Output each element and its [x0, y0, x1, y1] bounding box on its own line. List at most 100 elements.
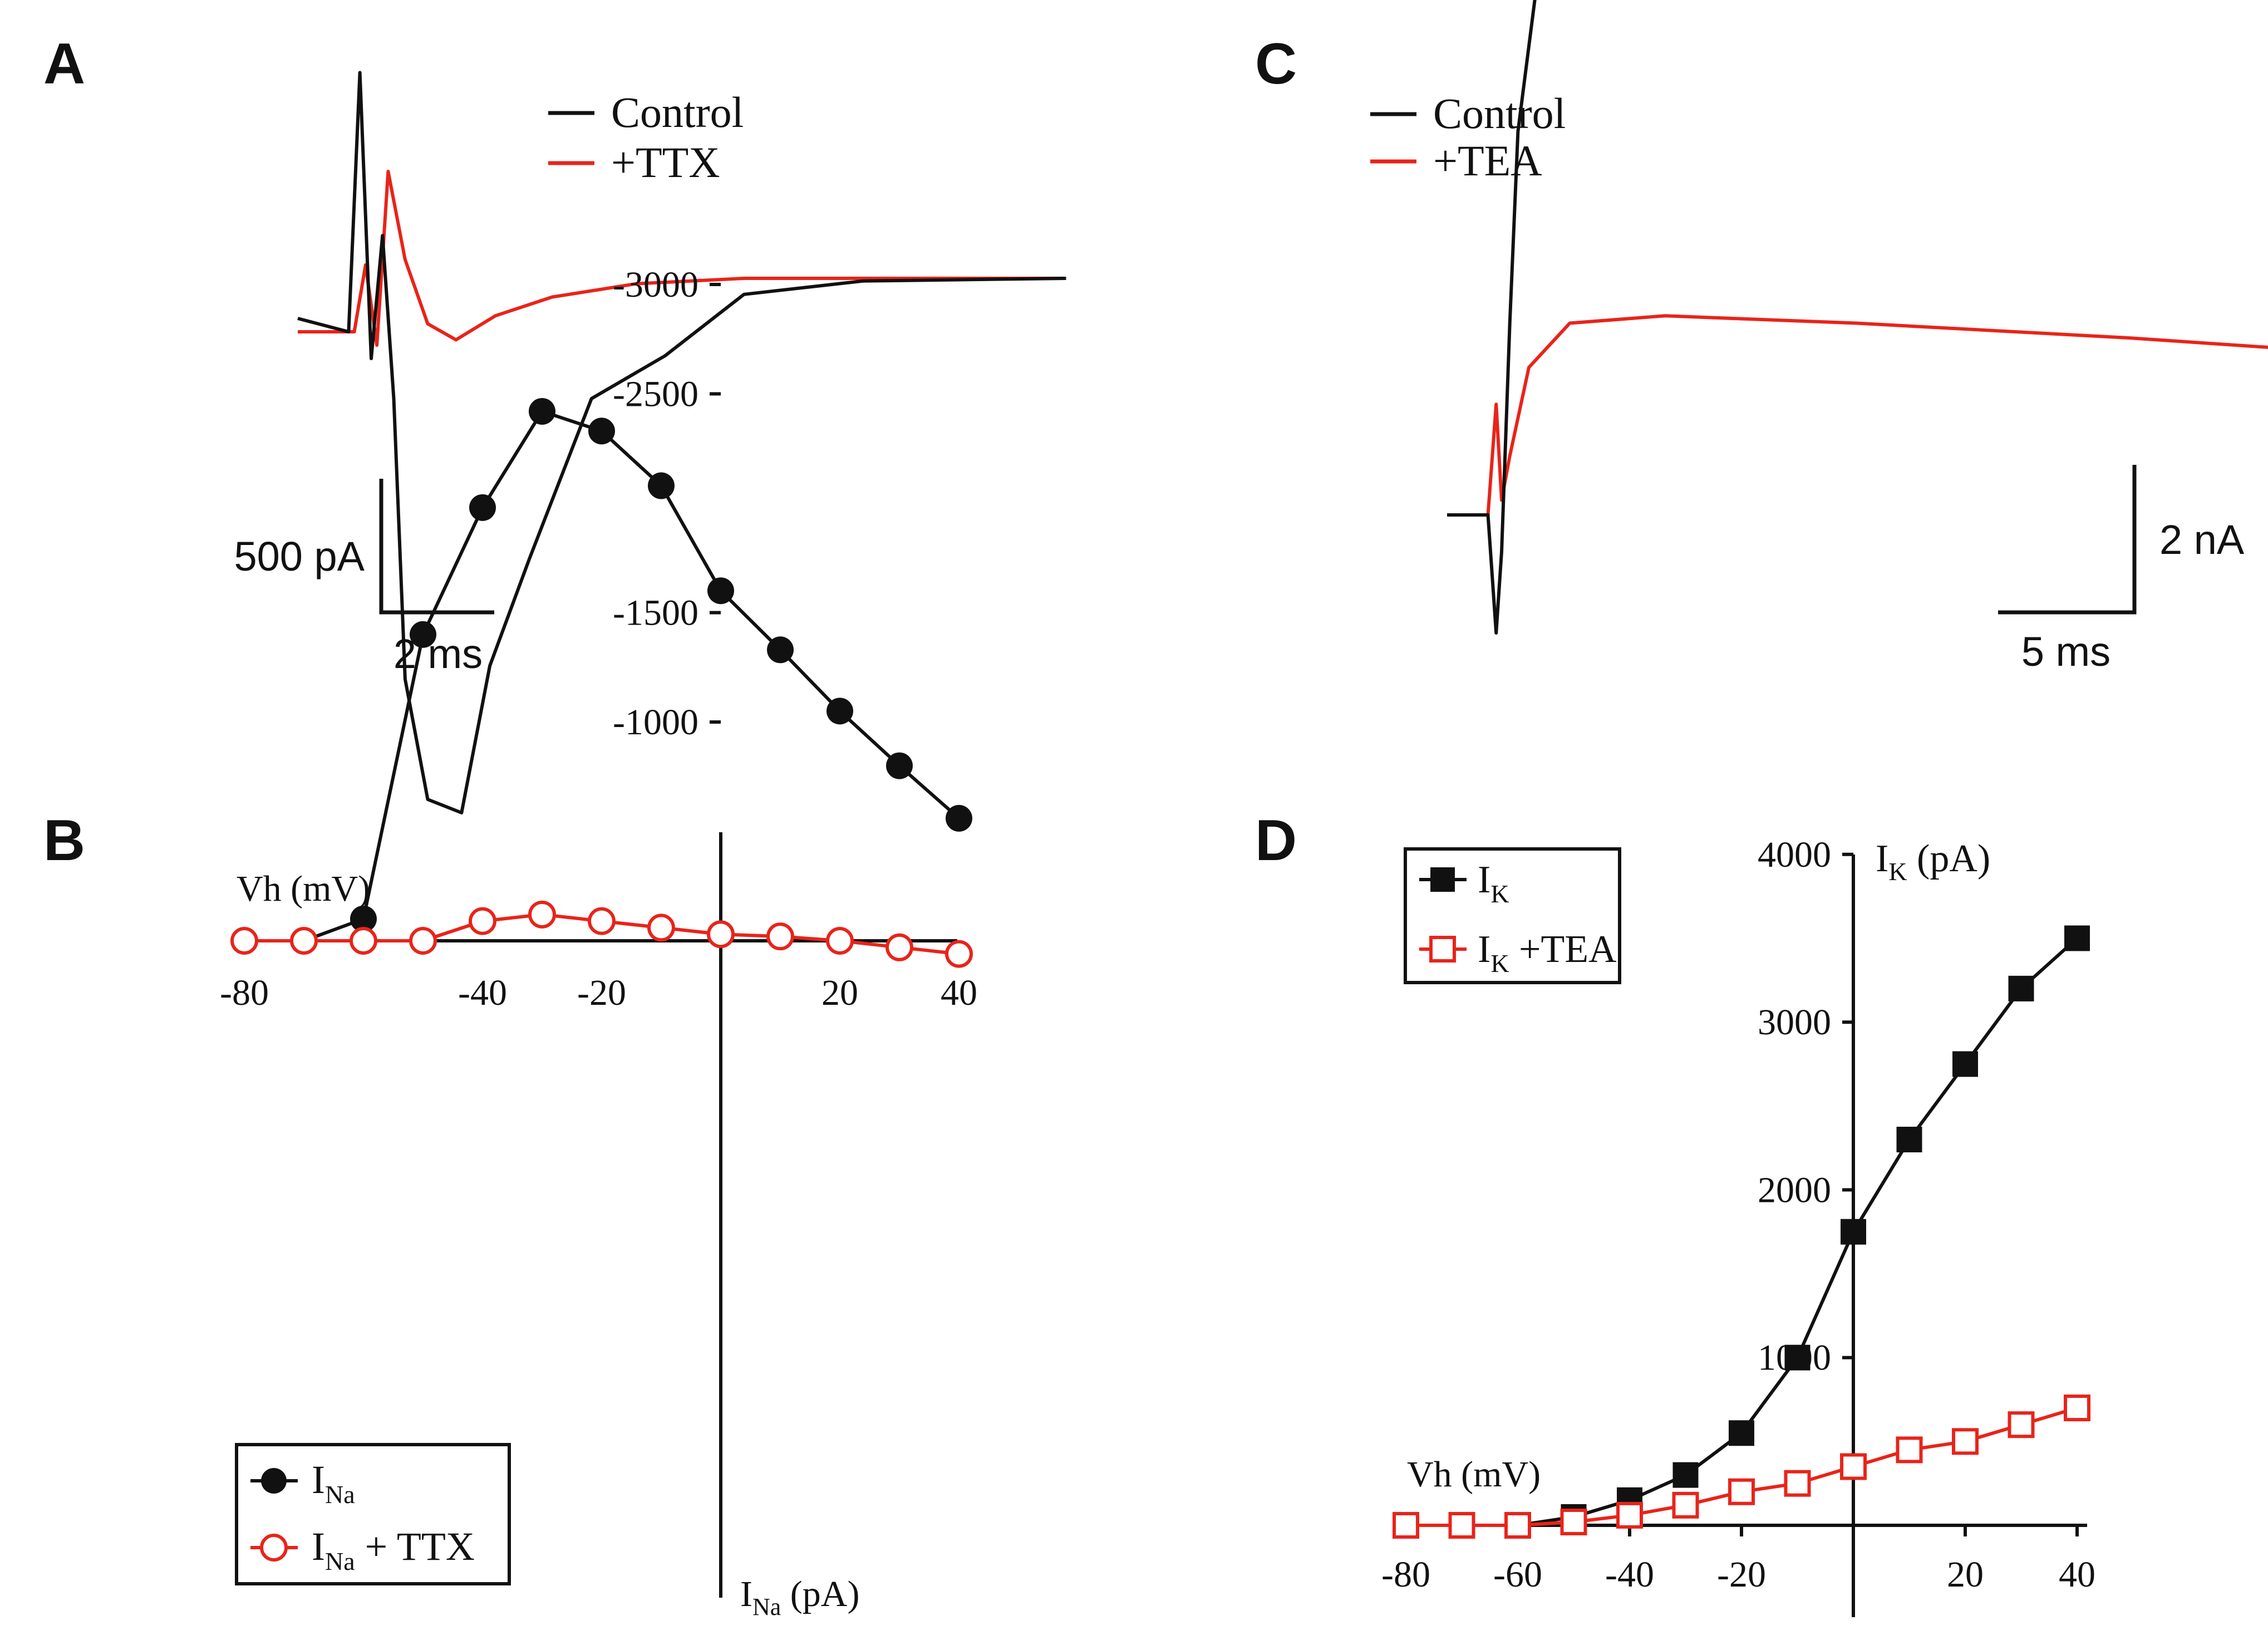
data-point-b [886, 752, 913, 779]
data-point-b [588, 907, 616, 935]
data-point-b [529, 397, 555, 425]
series-d-ik-tea [1393, 1395, 2090, 1539]
x-tick-label-b: -80 [220, 973, 269, 1013]
y-tick-label-b: -1500 [613, 593, 698, 634]
data-point-b [290, 927, 318, 955]
data-point-d [2064, 925, 2090, 951]
legend-label-d-tea: IK +TEA [1478, 928, 1617, 978]
legend-marker-b-ina [261, 1468, 287, 1494]
data-point-b [469, 494, 496, 521]
data-point-b [409, 927, 437, 955]
data-point-b [707, 920, 735, 949]
x-tick-label-d: 20 [1947, 1554, 1984, 1595]
data-point-b [885, 933, 913, 961]
data-point-b [647, 914, 675, 942]
data-point-d [1672, 1491, 1699, 1519]
trace-a-control [297, 71, 1066, 814]
data-point-d [1784, 1470, 1811, 1497]
data-point-b [648, 472, 675, 499]
x-axis-label-b: Vh (mV) [237, 868, 370, 909]
panel-b: B Vh (mV) -80 -40 -20 20 40 -1000 -1500 -2500 -3… [43, 264, 977, 1621]
data-point-d [1504, 1512, 1531, 1539]
data-point-d [1896, 1436, 1923, 1464]
data-point-b [588, 418, 615, 445]
x-tick-label-b: -40 [458, 973, 507, 1013]
data-point-d [1728, 1478, 1755, 1505]
data-point-b [826, 698, 853, 725]
scale-label-y-c: 2 nA [2159, 517, 2245, 563]
data-point-d [1841, 1219, 1866, 1245]
data-point-d [1896, 1127, 1922, 1153]
data-point-d [1952, 1428, 1979, 1455]
legend-label-b-ina: INa [312, 1457, 355, 1509]
panel-letter-c: C [1255, 32, 1297, 96]
legend-label-ttx-a: +TTX [611, 138, 720, 186]
data-point-d [2008, 1411, 2035, 1438]
scale-bar-a [379, 479, 494, 615]
panel-c: C Control +TEA 2 nA 5 ms [1255, 0, 2268, 675]
x-tick-label-d: -20 [1717, 1554, 1766, 1595]
data-point-b [350, 927, 377, 955]
y-tick-label-b: -1000 [613, 702, 698, 743]
scale-label-x-c: 5 ms [2021, 628, 2110, 675]
legend-marker-d-tea [1429, 936, 1456, 963]
x-tick-label-b: -20 [577, 973, 626, 1013]
scale-label-x-a: 2 ms [393, 631, 483, 677]
series-d-ik [1393, 925, 2090, 1538]
data-point-b [230, 927, 258, 955]
data-point-d [1729, 1420, 1754, 1446]
data-point-d [1840, 1453, 1867, 1480]
panel-d: D -80-60-40-2020401000200030004000 IK (p… [1255, 808, 2095, 1617]
y-tick-label-d: 3000 [1758, 1002, 1831, 1043]
y-tick-label-d: 4000 [1758, 834, 1831, 875]
data-point-d [2064, 1395, 2090, 1422]
trace-c-control [1447, 0, 1537, 635]
data-point-d [1952, 1051, 1978, 1077]
legend-box-b [235, 1443, 511, 1585]
y-tick-label-b: -3000 [613, 264, 698, 305]
legend-marker-b-ttx [260, 1534, 288, 1562]
x-tick-label-b: 20 [821, 973, 858, 1013]
panel-a: A Control +TTX 500 pA 2 ms [43, 32, 1066, 814]
trace-a-ttx [298, 170, 1066, 347]
data-point-b [410, 621, 436, 648]
data-point-d [2008, 975, 2034, 1001]
data-point-d [1784, 1344, 1811, 1371]
trace-c-tea [1447, 314, 2268, 517]
x-tick-label-d: -60 [1493, 1554, 1542, 1595]
panel-letter-d: D [1255, 808, 1297, 873]
x-tick-label-d: 40 [2059, 1554, 2095, 1595]
legend-label-control-a: Control [611, 88, 744, 136]
data-point-b [350, 905, 377, 932]
data-point-b [469, 907, 496, 935]
data-point-d [1448, 1512, 1475, 1539]
legend-marker-d-ik [1430, 867, 1455, 892]
data-point-d [1393, 1512, 1419, 1539]
y-tick-label-d: 2000 [1758, 1170, 1831, 1210]
tick-marks-b: -80 -40 -20 20 40 -1000 -1500 -2500 -3000 [220, 264, 977, 1013]
series-b-ina-ttx [230, 900, 973, 968]
series-line-b [244, 409, 960, 942]
x-tick-label-d: -40 [1605, 1554, 1654, 1595]
x-tick-label-d: -80 [1381, 1554, 1430, 1595]
legend-label-b-ttx: INa + TTX [312, 1524, 475, 1575]
legend-label-control-c: Control [1433, 89, 1566, 138]
panel-letter-b: B [43, 808, 85, 873]
y-axis-label-b: INa (pA) [740, 1574, 859, 1621]
y-tick-label-b: -2500 [613, 374, 698, 415]
data-point-b [826, 927, 854, 955]
legend-label-tea-c: +TEA [1433, 136, 1542, 185]
panel-letter-a: A [43, 32, 85, 96]
data-point-b [528, 900, 556, 929]
data-point-d [1672, 1462, 1699, 1488]
scale-bar-c [1998, 465, 2137, 615]
x-axis-label-d: Vh (mV) [1407, 1454, 1541, 1495]
x-tick-label-b: 40 [941, 973, 977, 1013]
legend-label-d-ik: IK [1478, 858, 1509, 908]
data-point-b [945, 940, 973, 968]
scale-label-y-a: 500 pA [234, 533, 365, 580]
data-point-b [767, 636, 794, 664]
tick-marks-d: -80-60-40-2020401000200030004000 [1381, 834, 2095, 1595]
data-point-b [766, 922, 794, 951]
